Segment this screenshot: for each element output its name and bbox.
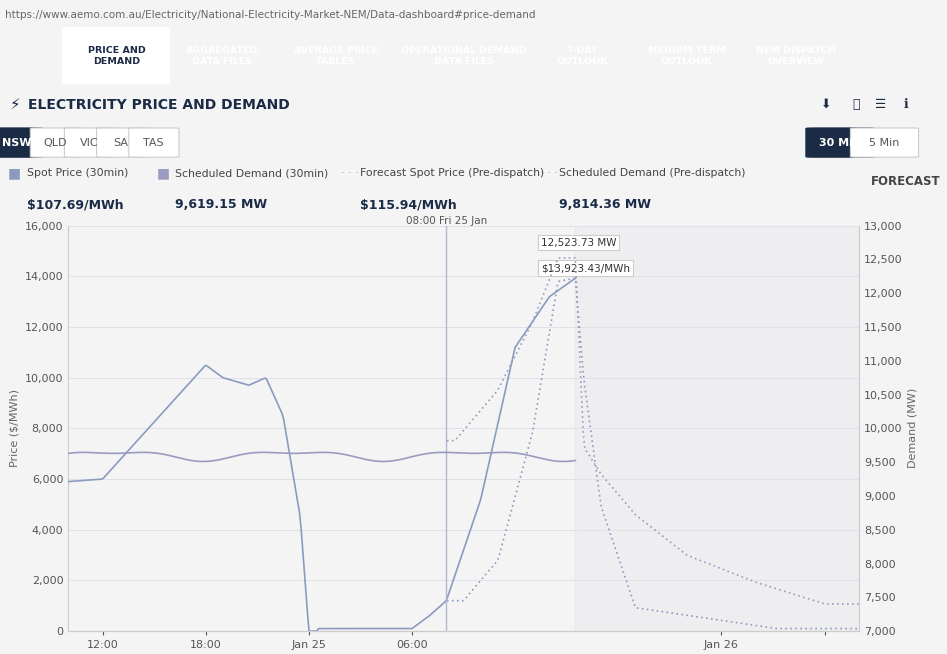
Text: 5 Min: 5 Min (869, 137, 900, 148)
Text: 30 Min: 30 Min (819, 137, 861, 148)
Text: Scheduled Demand (30min): Scheduled Demand (30min) (175, 168, 329, 179)
Text: ⬇: ⬇ (820, 98, 831, 111)
Text: $107.69/MWh: $107.69/MWh (27, 198, 123, 211)
FancyBboxPatch shape (30, 128, 80, 157)
Text: AGGREGATED
DATA FILES: AGGREGATED DATA FILES (187, 46, 259, 65)
Text: $115.94/MWh: $115.94/MWh (360, 198, 456, 211)
Text: VIC: VIC (80, 137, 98, 148)
Text: ■: ■ (156, 166, 170, 181)
Text: 12,523.73 MW: 12,523.73 MW (541, 237, 616, 248)
FancyBboxPatch shape (806, 128, 874, 157)
Text: 08:00 Fri 25 Jan: 08:00 Fri 25 Jan (405, 216, 487, 226)
Text: PRICE AND
DEMAND: PRICE AND DEMAND (88, 46, 145, 65)
Text: · · ·: · · · (341, 168, 359, 179)
Text: Scheduled Demand (Pre-dispatch): Scheduled Demand (Pre-dispatch) (559, 168, 745, 179)
Text: FORECAST: FORECAST (871, 175, 941, 188)
Text: $13,923.43/MWh: $13,923.43/MWh (541, 263, 630, 273)
Text: QLD: QLD (44, 137, 66, 148)
Text: SA: SA (114, 137, 129, 148)
Text: 📊: 📊 (852, 98, 860, 111)
Text: ■: ■ (8, 166, 21, 181)
FancyBboxPatch shape (0, 128, 43, 157)
Text: 7-DAY
OUTLOOK: 7-DAY OUTLOOK (557, 46, 608, 65)
Text: ☰: ☰ (875, 98, 886, 111)
Y-axis label: Demand (MW): Demand (MW) (908, 388, 918, 468)
Text: ELECTRICITY PRICE AND DEMAND: ELECTRICITY PRICE AND DEMAND (28, 97, 290, 112)
FancyBboxPatch shape (97, 128, 147, 157)
Text: AVERAGE PRICE
TABLES: AVERAGE PRICE TABLES (295, 46, 378, 65)
Text: https://www.aemo.com.au/Electricity/National-Electricity-Market-NEM/Data-dashboa: https://www.aemo.com.au/Electricity/Nati… (5, 10, 535, 20)
Text: TAS: TAS (143, 137, 164, 148)
Text: MEDIUM TERM
OUTLOOK: MEDIUM TERM OUTLOOK (648, 46, 725, 65)
FancyBboxPatch shape (129, 128, 179, 157)
FancyBboxPatch shape (64, 128, 115, 157)
Bar (62, 27, 170, 84)
Text: NEM DISPATCH
OVERVIEW: NEM DISPATCH OVERVIEW (756, 46, 835, 65)
Text: Spot Price (30min): Spot Price (30min) (27, 168, 128, 179)
FancyBboxPatch shape (850, 128, 919, 157)
Text: 9,619.15 MW: 9,619.15 MW (175, 198, 267, 211)
Text: 9,814.36 MW: 9,814.36 MW (559, 198, 651, 211)
Y-axis label: Price ($/MWh): Price ($/MWh) (9, 389, 19, 468)
Text: NSW: NSW (2, 137, 32, 148)
Text: OPERATIONAL DEMAND
DATA FILES: OPERATIONAL DEMAND DATA FILES (402, 46, 527, 65)
Bar (575, 226, 859, 631)
Text: ⚡: ⚡ (9, 97, 20, 112)
Text: Forecast Spot Price (Pre-dispatch): Forecast Spot Price (Pre-dispatch) (360, 168, 545, 179)
Text: · · ·: · · · (540, 168, 558, 179)
Text: ℹ: ℹ (903, 98, 909, 111)
